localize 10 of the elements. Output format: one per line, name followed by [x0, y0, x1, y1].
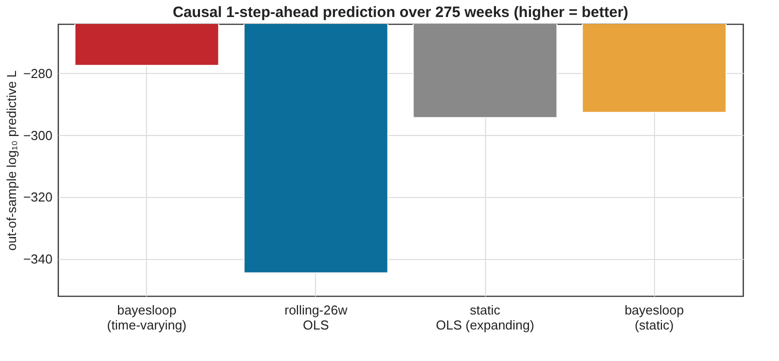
x-tick-label: bayesloop (time-varying) [107, 302, 187, 332]
chart-title: Causal 1-step-ahead prediction over 275 weeks (higher = better) [172, 4, 628, 21]
y-tick-label: −280 [23, 66, 52, 81]
x-tick-label: bayesloop (static) [624, 302, 684, 332]
y-tick-label: −320 [23, 190, 52, 205]
x-tick-label: rolling-26w OLS [284, 302, 348, 332]
y-axis-title: out-of-sample log₁₀ predictive L [4, 70, 20, 251]
y-tick-label: −300 [23, 128, 52, 143]
x-tick-label: static OLS (expanding) [436, 302, 534, 332]
y-tick-label: −340 [23, 251, 52, 266]
